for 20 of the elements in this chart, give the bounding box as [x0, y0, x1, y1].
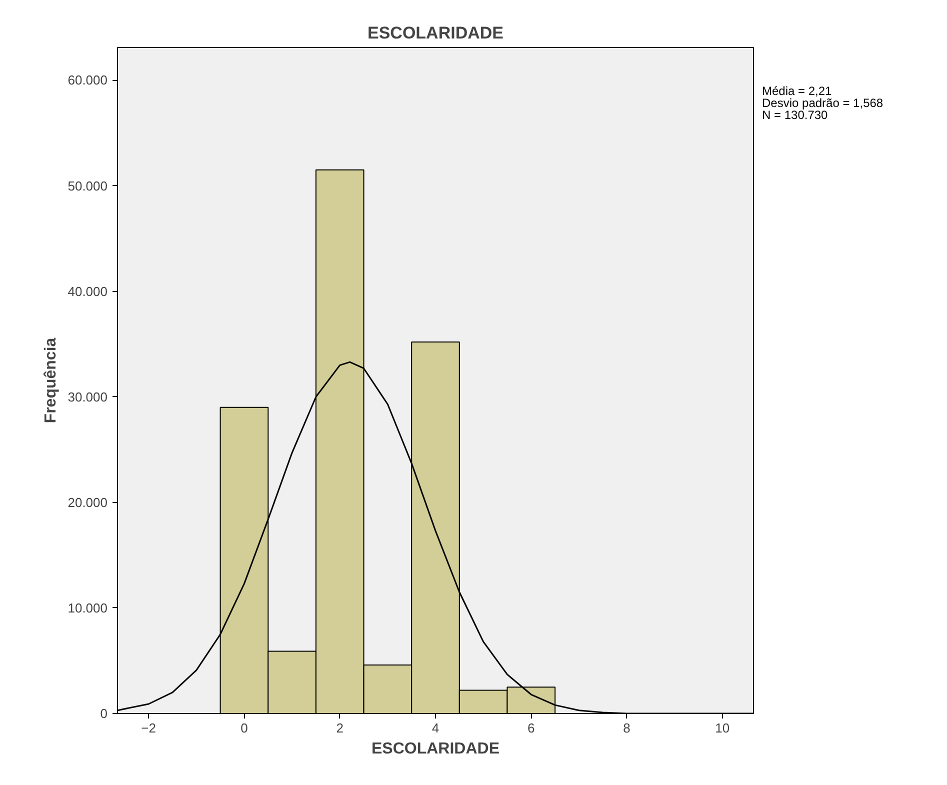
y-axis-title: Frequência [42, 338, 60, 424]
x-tick-label: 0 [240, 720, 248, 736]
y-tick-label: 50.000 [68, 178, 108, 194]
text: N = 130.730 [762, 108, 828, 122]
x-tick-label: −2 [141, 720, 156, 736]
y-tick-label: 10.000 [68, 600, 108, 616]
x-tick-label: 4 [432, 720, 440, 736]
text: Média = 2,21 [762, 84, 833, 98]
y-tick-label: 0 [100, 706, 108, 721]
x-tick-label: 8 [623, 720, 630, 736]
chart-title: ESCOLARIDADE [367, 24, 504, 42]
x-tick-label: 2 [336, 720, 344, 736]
y-tick-label: 60.000 [68, 72, 108, 88]
text: Desvio padrão = 1,568 [762, 96, 884, 110]
y-tick-label: 40.000 [68, 284, 108, 299]
x-tick-label: 6 [528, 720, 535, 736]
y-tick-label: 20.000 [68, 494, 108, 510]
y-tick-label: 30.000 [68, 389, 108, 404]
x-tick-label: 10 [715, 720, 730, 736]
x-axis-title: ESCOLARIDADE [371, 740, 500, 758]
